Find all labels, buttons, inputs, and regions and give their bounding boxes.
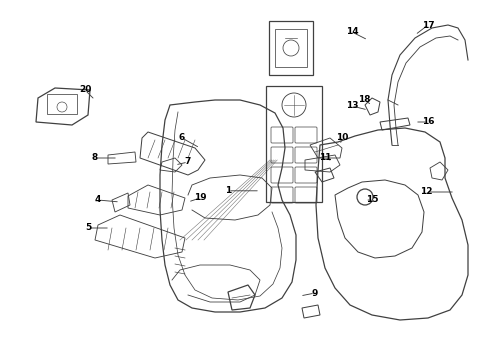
Text: 17: 17 xyxy=(422,21,434,30)
Text: 14: 14 xyxy=(345,27,358,36)
Text: 1: 1 xyxy=(225,186,231,195)
Text: 13: 13 xyxy=(346,102,358,111)
Text: 19: 19 xyxy=(194,194,206,202)
Text: 20: 20 xyxy=(79,85,91,94)
Text: 18: 18 xyxy=(358,95,370,104)
Text: 12: 12 xyxy=(420,188,432,197)
Text: 9: 9 xyxy=(312,288,318,297)
Text: 7: 7 xyxy=(185,158,191,166)
Text: 15: 15 xyxy=(366,195,378,204)
Text: 11: 11 xyxy=(319,153,331,162)
Text: 6: 6 xyxy=(179,134,185,143)
Text: 8: 8 xyxy=(92,153,98,162)
Text: 5: 5 xyxy=(85,224,91,233)
Text: 10: 10 xyxy=(336,134,348,143)
Text: 4: 4 xyxy=(95,195,101,204)
Text: 16: 16 xyxy=(422,117,434,126)
